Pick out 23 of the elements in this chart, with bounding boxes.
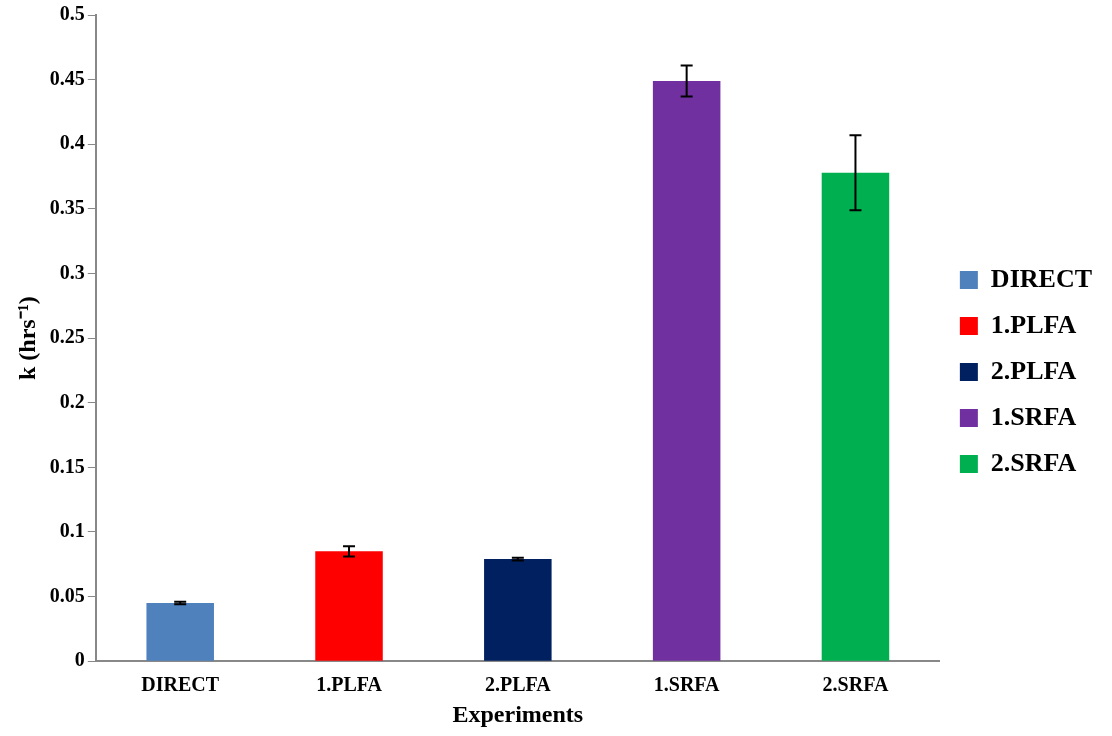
y-tick-label: 0.1: [59, 519, 85, 542]
y-axis-title: k (hrs⁻¹): [13, 296, 40, 381]
x-tick-label: 1.SRFA: [653, 673, 721, 696]
legend-label: 2.SRFA: [990, 447, 1077, 477]
x-axis-title: Experiments: [452, 700, 584, 727]
x-tick-label: DIRECT: [141, 673, 220, 696]
legend-label: DIRECT: [990, 263, 1093, 293]
y-tick-label: 0.4: [59, 131, 85, 154]
x-tick-label: 2.SRFA: [822, 673, 889, 696]
y-tick-label: 0.45: [49, 66, 85, 89]
x-tick-label: 2.PLFA: [484, 673, 552, 696]
y-tick-label: 0.05: [49, 583, 85, 606]
y-tick-label: 0.5: [59, 2, 85, 25]
y-tick-label: 0.15: [49, 454, 85, 477]
x-tick-label: 1.PLFA: [316, 673, 383, 696]
y-tick-label: 0.25: [49, 325, 85, 348]
y-tick-label: 0.2: [59, 389, 85, 412]
y-tick-label: 0.35: [49, 196, 85, 219]
legend-label: 2.PLFA: [990, 355, 1077, 385]
legend-label: 1.SRFA: [990, 401, 1077, 431]
legend-label: 1.PLFA: [990, 309, 1077, 339]
y-tick-label: 0.3: [59, 260, 85, 283]
y-tick-label: 0: [74, 648, 85, 671]
